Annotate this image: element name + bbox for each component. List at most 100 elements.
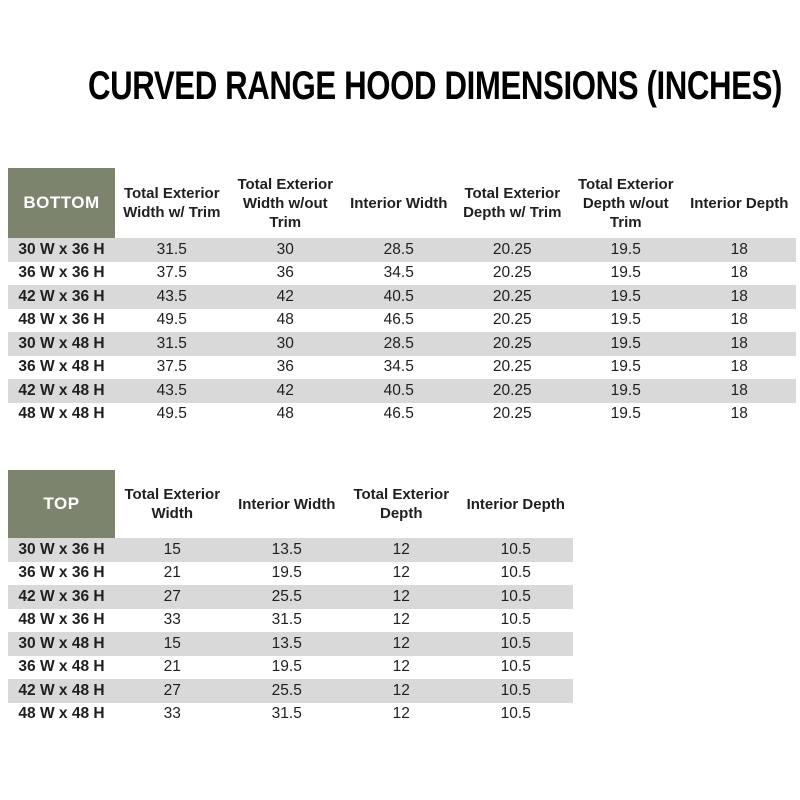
dimension-value-cell: 10.5: [500, 611, 531, 629]
dimension-value-cell: 10.5: [500, 564, 531, 582]
dimension-value-cell: 25.5: [271, 587, 302, 605]
table-row: 30 W x 36 H 15 13.5 12 10.5: [8, 538, 573, 562]
row-size-label: 36 W x 48 H: [18, 658, 105, 676]
dimension-value-cell: 20.25: [492, 287, 532, 305]
top-header-row: TOP Total Exterior Width Interior Width To…: [8, 470, 573, 538]
column-header: Interior Depth: [682, 168, 796, 238]
dimension-value-cell: 12: [392, 540, 410, 558]
dimension-value-cell: 12: [392, 634, 410, 652]
dimension-value-cell: 18: [730, 334, 748, 352]
dimension-value-cell: 37.5: [156, 358, 187, 376]
dimension-value-cell: 20.25: [492, 405, 532, 423]
dimension-value-cell: 27: [163, 681, 181, 699]
dimension-value-cell: 25.5: [271, 681, 302, 699]
column-header: Interior Depth: [458, 470, 573, 538]
table-row: 30 W x 48 H 31.5 30 28.5 20.25 19.5 18: [8, 332, 796, 356]
table-row: 48 W x 48 H 49.5 48 46.5 20.25 19.5 18: [8, 402, 796, 426]
table-row: 42 W x 36 H 27 25.5 12 10.5: [8, 585, 573, 609]
dimension-value-cell: 31.5: [271, 705, 302, 723]
table-row: 42 W x 48 H 43.5 42 40.5 20.25 19.5 18: [8, 379, 796, 403]
column-header: Total Exterior Depth: [344, 470, 459, 538]
dimension-value-cell: 12: [392, 587, 410, 605]
table-row: 30 W x 48 H 15 13.5 12 10.5: [8, 632, 573, 656]
dimension-value-cell: 20.25: [492, 334, 532, 352]
dimension-value-cell: 19.5: [610, 381, 641, 399]
dimension-value-cell: 18: [730, 264, 748, 282]
dimension-value-cell: 36: [276, 358, 294, 376]
dimension-value-cell: 18: [730, 311, 748, 329]
row-size-label: 36 W x 36 H: [18, 564, 105, 582]
dimension-value-cell: 19.5: [610, 264, 641, 282]
dimension-value-cell: 21: [163, 658, 181, 676]
dimension-value-cell: 18: [730, 358, 748, 376]
row-size-label: 36 W x 48 H: [18, 358, 105, 376]
dimension-value-cell: 33: [163, 611, 181, 629]
dimension-value-cell: 37.5: [156, 264, 187, 282]
dimension-value-cell: 20.25: [492, 240, 532, 258]
dimension-value-cell: 48: [276, 405, 294, 423]
dimension-value-cell: 20.25: [492, 311, 532, 329]
table-row: 48 W x 36 H 33 31.5 12 10.5: [8, 608, 573, 632]
dimension-value-cell: 12: [392, 705, 410, 723]
bottom-table-body: 30 W x 36 H 31.5 30 28.5 20.25 19.5 18 36 W x…: [8, 238, 796, 426]
row-size-label: 30 W x 48 H: [18, 334, 105, 352]
top-dimensions-table: TOP Total Exterior Width Interior Width To…: [8, 470, 573, 726]
dimension-value-cell: 34.5: [383, 264, 414, 282]
row-size-label: 42 W x 36 H: [18, 587, 105, 605]
top-corner-label: TOP: [8, 470, 115, 538]
dimension-value-cell: 18: [730, 240, 748, 258]
dimension-value-cell: 42: [276, 287, 294, 305]
dimension-value-cell: 27: [163, 587, 181, 605]
row-size-label: 48 W x 48 H: [18, 705, 105, 723]
dimension-value-cell: 43.5: [156, 287, 187, 305]
dimension-value-cell: 49.5: [156, 311, 187, 329]
dimension-value-cell: 18: [730, 405, 748, 423]
dimension-value-cell: 46.5: [383, 311, 414, 329]
table-row: 36 W x 36 H 21 19.5 12 10.5: [8, 561, 573, 585]
dimension-value-cell: 49.5: [156, 405, 187, 423]
dimension-value-cell: 10.5: [500, 634, 531, 652]
column-header: Interior Width: [342, 168, 456, 238]
dimension-value-cell: 18: [730, 287, 748, 305]
table-row: 36 W x 36 H 37.5 36 34.5 20.25 19.5 18: [8, 261, 796, 285]
table-row: 48 W x 48 H 33 31.5 12 10.5: [8, 702, 573, 726]
dimension-value-cell: 15: [163, 540, 181, 558]
column-header: Interior Width: [229, 470, 344, 538]
dimension-value-cell: 42: [276, 381, 294, 399]
dimension-value-cell: 12: [392, 564, 410, 582]
row-size-label: 48 W x 48 H: [18, 405, 105, 423]
dimension-value-cell: 13.5: [271, 540, 302, 558]
table-row: 36 W x 48 H 21 19.5 12 10.5: [8, 655, 573, 679]
dimension-value-cell: 19.5: [271, 564, 302, 582]
dimension-value-cell: 19.5: [610, 334, 641, 352]
dimension-value-cell: 20.25: [492, 381, 532, 399]
table-row: 48 W x 36 H 49.5 48 46.5 20.25 19.5 18: [8, 308, 796, 332]
dimension-value-cell: 31.5: [156, 240, 187, 258]
dimension-value-cell: 31.5: [156, 334, 187, 352]
dimension-value-cell: 19.5: [610, 405, 641, 423]
dimension-value-cell: 20.25: [492, 358, 532, 376]
bottom-dimensions-table: BOTTOM Total Exterior Width w/ Trim Total…: [8, 168, 796, 426]
dimension-value-cell: 31.5: [271, 611, 302, 629]
dimension-value-cell: 46.5: [383, 405, 414, 423]
row-size-label: 42 W x 48 H: [18, 681, 105, 699]
bottom-corner-label: BOTTOM: [8, 168, 115, 238]
dimension-value-cell: 15: [163, 634, 181, 652]
dimension-value-cell: 10.5: [500, 681, 531, 699]
dimension-value-cell: 40.5: [383, 287, 414, 305]
dimension-value-cell: 10.5: [500, 658, 531, 676]
dimension-value-cell: 30: [276, 334, 294, 352]
top-table-body: 30 W x 36 H 15 13.5 12 10.5 36 W x 36 H 21 1…: [8, 538, 573, 726]
row-size-label: 30 W x 36 H: [18, 540, 105, 558]
dimension-value-cell: 10.5: [500, 587, 531, 605]
dimension-value-cell: 30: [276, 240, 294, 258]
row-size-label: 30 W x 36 H: [18, 240, 105, 258]
dimension-value-cell: 18: [730, 381, 748, 399]
row-size-label: 36 W x 36 H: [18, 264, 105, 282]
dimension-value-cell: 28.5: [383, 240, 414, 258]
row-size-label: 42 W x 36 H: [18, 287, 105, 305]
dimension-value-cell: 28.5: [383, 334, 414, 352]
dimension-value-cell: 20.25: [492, 264, 532, 282]
table-row: 42 W x 36 H 43.5 42 40.5 20.25 19.5 18: [8, 285, 796, 309]
dimension-value-cell: 36: [276, 264, 294, 282]
